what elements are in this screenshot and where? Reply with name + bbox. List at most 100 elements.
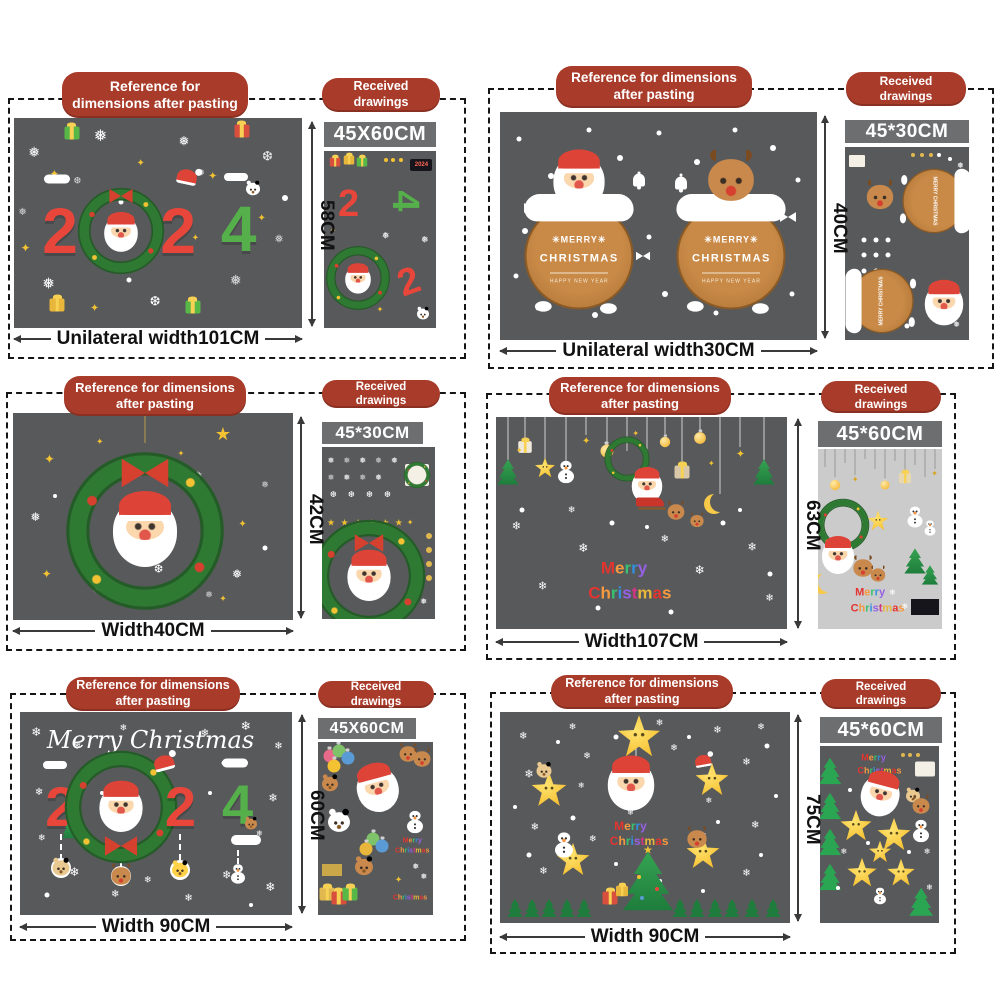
tree-ornament xyxy=(752,459,775,485)
width-dimension-value: Unilateral width30CM xyxy=(562,340,755,361)
height-dimension-value: 60CM xyxy=(306,790,327,841)
snowflake: ❄ xyxy=(583,750,591,761)
snowflake: ❅ xyxy=(381,230,390,241)
dot xyxy=(586,127,592,133)
received-drawings-label: Received drawings xyxy=(846,72,966,106)
dot xyxy=(901,752,906,757)
snowflake: ❄ xyxy=(713,724,722,736)
gift xyxy=(49,298,65,312)
bell xyxy=(633,173,646,187)
santa-hat xyxy=(152,752,176,773)
snowflake: ❆ xyxy=(73,175,82,186)
size-badge: 45*60CM xyxy=(820,717,942,743)
snowflake: ❄ xyxy=(240,719,251,734)
gift xyxy=(234,124,250,138)
christmas-text: Christmas xyxy=(395,847,430,855)
snowman-ornament xyxy=(924,520,936,535)
dot xyxy=(513,273,519,279)
bauble xyxy=(880,480,890,490)
santa xyxy=(103,215,138,252)
reindeer xyxy=(399,746,417,762)
string xyxy=(524,417,526,439)
snowflake: ❄ xyxy=(901,602,909,612)
width-dimension-value: Width 90CM xyxy=(101,916,211,937)
width-dimension: Unilateral width101CM xyxy=(14,328,302,350)
snowflake: ❄ xyxy=(655,717,664,728)
star: ✦ xyxy=(582,436,591,448)
white-bear xyxy=(416,306,429,320)
snowflake: ❅ xyxy=(93,127,108,145)
dot xyxy=(645,525,650,530)
star: ✦ xyxy=(136,158,145,170)
dot xyxy=(873,237,879,243)
dot xyxy=(764,743,770,749)
width-dimension: Unilateral width30CM xyxy=(500,340,817,362)
dot xyxy=(547,172,554,179)
star: ✦ xyxy=(191,232,200,243)
snowflake: ❄ xyxy=(72,740,82,752)
sign-text: CHRISTMAS xyxy=(539,252,619,265)
tree-ornament xyxy=(921,565,938,585)
dot xyxy=(701,889,705,894)
string xyxy=(565,417,567,464)
small-tree xyxy=(558,899,575,918)
size-badge: 45X60CM xyxy=(324,122,436,147)
design-preview-ornaments: ✦ ✦ ✦ ✦ ✦ Merry Christmas ❄ ❄ ❄ ❄ ❄ ❄ ❄ ❄ xyxy=(496,417,787,629)
dot xyxy=(789,291,795,297)
bauble xyxy=(375,839,389,853)
star: ✦ xyxy=(394,874,403,885)
size-badge: 45X60CM xyxy=(318,718,416,739)
dot xyxy=(861,252,867,258)
string xyxy=(844,449,846,463)
calendar-year: 2024 xyxy=(414,162,429,169)
snowflake: ❄ xyxy=(524,768,534,781)
width-dimension-value: Unilateral width101CM xyxy=(56,328,260,349)
snowman-pendant xyxy=(230,865,245,885)
design-preview-merry-2024: Merry Christmas ❄ ❄ ❄ ❄ ❄ ❄ ❄ ❄ ❄ ❄ ❄ ❄ ❄ ❄ ❄ ❄ ❄ 2 2 4 xyxy=(20,712,292,915)
height-dimension-line xyxy=(301,715,303,913)
design-preview-wreath: ✦ ✦ ★ ✦ ✦ ✦ ✦ ❅ ❅ ❅ ❆ ❅ ❆ ❅ ❅ ❅ ❅ xyxy=(13,413,293,620)
height-dimension-value: 42CM xyxy=(305,494,326,545)
gift xyxy=(342,887,358,901)
moon xyxy=(818,572,838,592)
snowflake: ❅ xyxy=(953,319,960,329)
star-figure xyxy=(887,859,915,886)
ribbon xyxy=(780,211,797,222)
star: ★ xyxy=(394,517,403,528)
dot xyxy=(613,734,619,740)
dot xyxy=(720,520,726,526)
dot xyxy=(126,277,132,283)
reindeer xyxy=(866,185,893,210)
star-figure xyxy=(847,858,877,887)
string xyxy=(904,449,906,473)
dot xyxy=(928,152,933,157)
size-badge: 45*30CM xyxy=(322,422,423,444)
star: ✦ xyxy=(735,448,746,461)
merry-text: Merry xyxy=(402,837,422,845)
tree-star: ★ xyxy=(642,844,653,857)
string xyxy=(664,417,666,434)
dot xyxy=(861,237,867,243)
snowman xyxy=(912,820,930,842)
dot xyxy=(767,571,773,577)
string xyxy=(585,417,587,435)
dot xyxy=(873,252,879,258)
star: ✦ xyxy=(851,474,859,484)
star: ✦ xyxy=(632,428,640,438)
reindeer xyxy=(690,514,704,527)
snowflake: ❄ xyxy=(144,874,152,885)
star: ✦ xyxy=(257,212,266,224)
sleigh xyxy=(636,497,667,510)
snowflake: ❄ xyxy=(274,740,283,752)
bauble xyxy=(830,479,841,491)
dot xyxy=(915,752,920,757)
height-dimension-line xyxy=(311,122,313,326)
dot xyxy=(426,560,433,567)
received-drawing-thumbnail: 2024 2 4 ❅ ✦ ❅ 2 ✦ xyxy=(324,151,436,328)
sign-rule xyxy=(550,272,609,274)
design-preview-signs: ✳MERRY✳ CHRISTMAS HAPPY NEW YEAR ✳MERRY✳ CHR… xyxy=(500,112,817,340)
star: ✦ xyxy=(219,593,227,604)
snowflake: ❄ xyxy=(578,541,589,556)
